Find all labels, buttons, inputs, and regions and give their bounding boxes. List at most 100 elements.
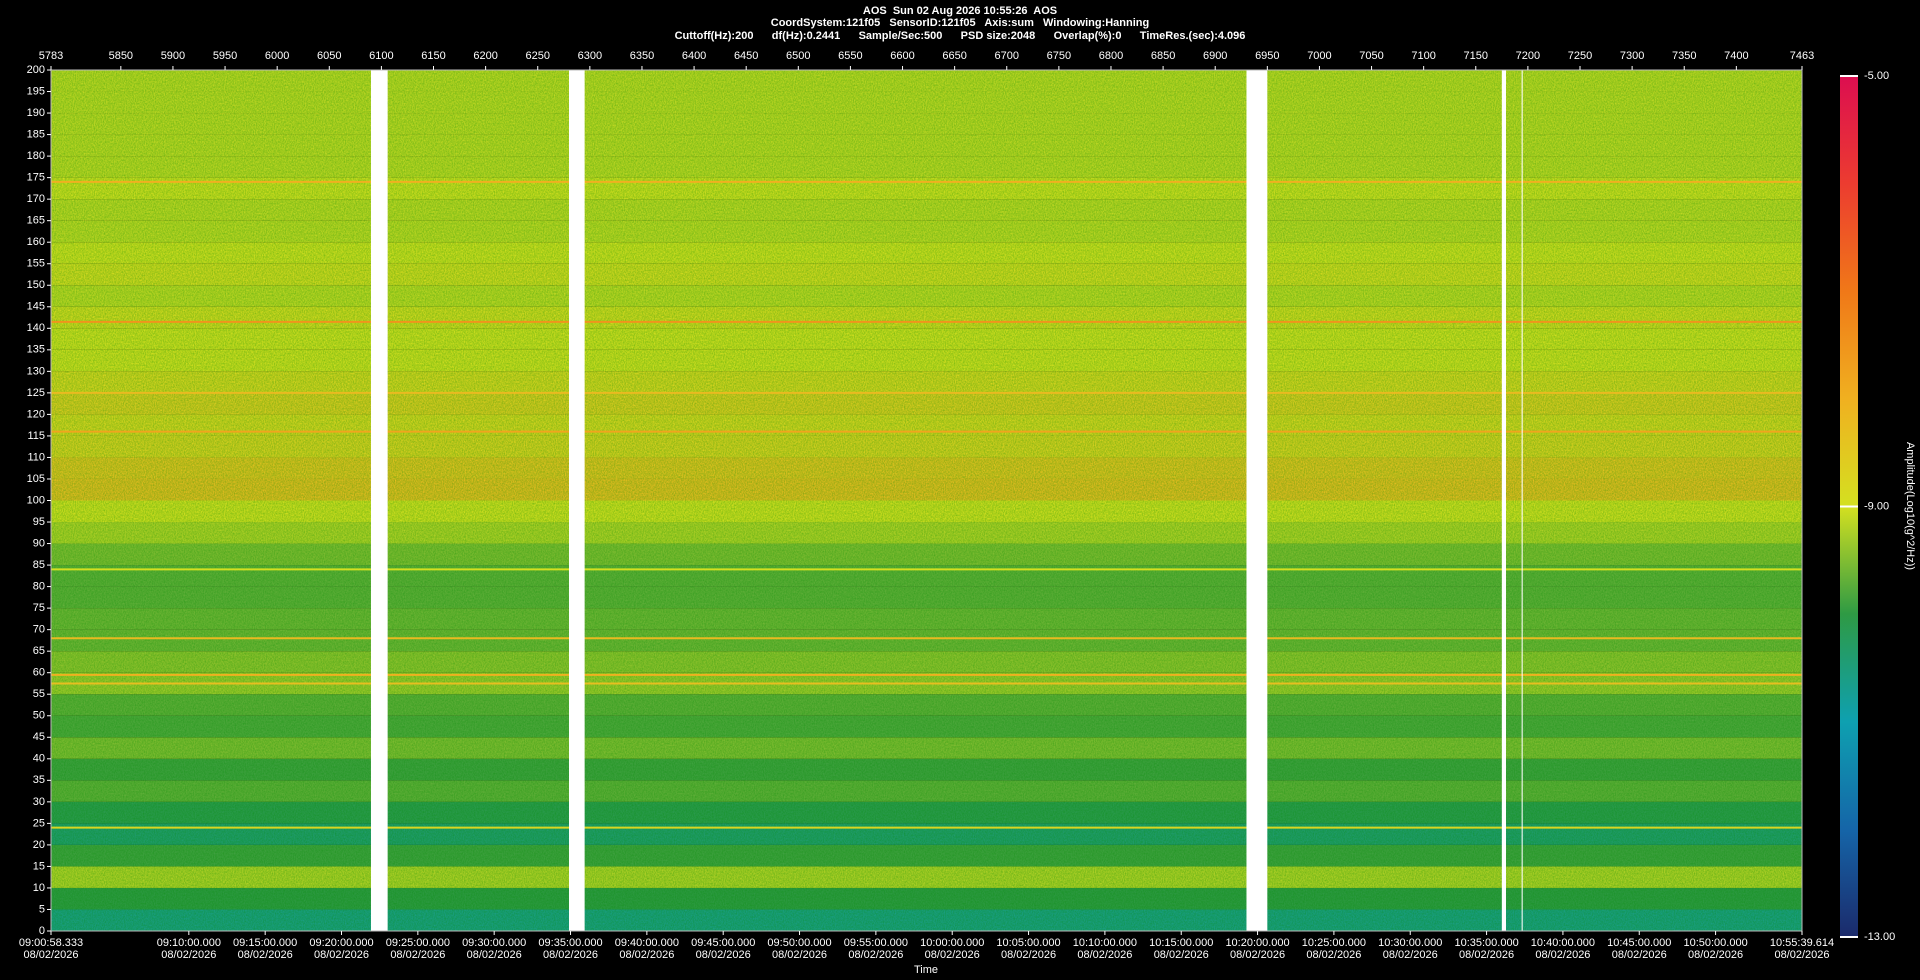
time-tick-label: 10:50:00.000 bbox=[1683, 937, 1747, 949]
time-tick-date: 08/02/2026 bbox=[1612, 949, 1667, 961]
heatmap bbox=[51, 70, 1802, 931]
time-tick-label: 09:50:00.000 bbox=[767, 937, 831, 949]
x-tick-label: 6300 bbox=[578, 50, 602, 62]
time-tick-label: 10:20:00.000 bbox=[1225, 937, 1289, 949]
y-tick-label: 190 bbox=[27, 107, 45, 119]
x-tick-label: 6150 bbox=[421, 50, 445, 62]
time-tick-date: 08/02/2026 bbox=[467, 949, 522, 961]
time-tick-date: 08/02/2026 bbox=[619, 949, 674, 961]
y-tick-label: 180 bbox=[27, 150, 45, 162]
time-tick-date: 08/02/2026 bbox=[1688, 949, 1743, 961]
x-tick-label: 6050 bbox=[317, 50, 341, 62]
x-tick-label: 7050 bbox=[1359, 50, 1383, 62]
y-tick-label: 140 bbox=[27, 322, 45, 334]
x-tick-label: 5783 bbox=[39, 50, 63, 62]
data-gap bbox=[1501, 70, 1506, 931]
x-tick-label: 6750 bbox=[1047, 50, 1071, 62]
colorbar-label: Amplitude(Log10(g^2/Hz)) bbox=[1904, 442, 1916, 570]
y-tick-label: 60 bbox=[33, 667, 45, 679]
time-tick-date: 08/02/2026 bbox=[543, 949, 598, 961]
time-tick-label: 09:25:00.000 bbox=[386, 937, 450, 949]
y-tick-label: 105 bbox=[27, 473, 45, 485]
data-gap bbox=[569, 70, 585, 931]
time-tick-date: 08/02/2026 bbox=[1383, 949, 1438, 961]
y-tick-label: 110 bbox=[27, 451, 45, 463]
x-tick-label: 7000 bbox=[1307, 50, 1331, 62]
time-tick-label: 10:10:00.000 bbox=[1073, 937, 1137, 949]
y-tick-label: 160 bbox=[27, 236, 45, 248]
x-tick-label: 5850 bbox=[109, 50, 133, 62]
y-tick-label: 20 bbox=[33, 839, 45, 851]
y-tick-label: 175 bbox=[27, 172, 45, 184]
data-gap bbox=[370, 70, 388, 931]
x-tick-label: 6650 bbox=[942, 50, 966, 62]
time-tick-label: 10:45:00.000 bbox=[1607, 937, 1671, 949]
y-tick-label: 145 bbox=[27, 301, 45, 313]
y-tick-label: 115 bbox=[27, 430, 45, 442]
x-tick-label: 7100 bbox=[1411, 50, 1435, 62]
time-tick-date: 08/02/2026 bbox=[1459, 949, 1514, 961]
time-tick-date: 08/02/2026 bbox=[772, 949, 827, 961]
colorbar-tick-label: -13.00 bbox=[1864, 931, 1895, 943]
x-tick-label: 6200 bbox=[473, 50, 497, 62]
y-tick-label: 0 bbox=[39, 925, 45, 937]
x-tick-label: 6000 bbox=[265, 50, 289, 62]
y-tick-label: 155 bbox=[27, 258, 45, 270]
y-tick-label: 40 bbox=[33, 753, 45, 765]
x-tick-label: 6950 bbox=[1255, 50, 1279, 62]
time-tick-date: 08/02/2026 bbox=[314, 949, 369, 961]
time-tick-date: 08/02/2026 bbox=[238, 949, 293, 961]
time-tick-date: 08/02/2026 bbox=[23, 949, 78, 961]
x-tick-label: 6100 bbox=[369, 50, 393, 62]
time-tick-label: 09:10:00.000 bbox=[157, 937, 221, 949]
x-tick-label: 7350 bbox=[1672, 50, 1696, 62]
y-tick-label: 120 bbox=[27, 408, 45, 420]
y-tick-label: 25 bbox=[33, 817, 45, 829]
x-tick-label: 7300 bbox=[1620, 50, 1644, 62]
y-tick-label: 170 bbox=[27, 193, 45, 205]
time-tick-label: 09:40:00.000 bbox=[615, 937, 679, 949]
time-tick-label: 10:30:00.000 bbox=[1378, 937, 1442, 949]
chart-subtitle: CoordSystem:121f05 SensorID:121f05 Axis:… bbox=[771, 17, 1149, 29]
x-tick-label: 5950 bbox=[213, 50, 237, 62]
data-gap bbox=[1521, 70, 1523, 931]
chart-title: AOS Sun 02 Aug 2026 10:55:26 AOS bbox=[863, 5, 1057, 17]
x-tick-label: 7200 bbox=[1516, 50, 1540, 62]
time-tick-label: 10:15:00.000 bbox=[1149, 937, 1213, 949]
y-tick-label: 195 bbox=[27, 85, 45, 97]
time-tick-date: 08/02/2026 bbox=[1535, 949, 1590, 961]
y-tick-label: 55 bbox=[33, 688, 45, 700]
y-tick-label: 15 bbox=[33, 860, 45, 872]
x-tick-label: 6900 bbox=[1203, 50, 1227, 62]
time-tick-label: 09:15:00.000 bbox=[233, 937, 297, 949]
y-tick-label: 125 bbox=[27, 387, 45, 399]
time-tick-label: 10:35:00.000 bbox=[1454, 937, 1518, 949]
x-tick-label: 5900 bbox=[161, 50, 185, 62]
time-tick-label: 10:25:00.000 bbox=[1302, 937, 1366, 949]
y-tick-label: 150 bbox=[27, 279, 45, 291]
x-tick-label: 6400 bbox=[682, 50, 706, 62]
y-tick-label: 200 bbox=[27, 64, 45, 76]
time-tick-label: 09:30:00.000 bbox=[462, 937, 526, 949]
time-tick-date: 08/02/2026 bbox=[1154, 949, 1209, 961]
y-tick-label: 30 bbox=[33, 796, 45, 808]
y-tick-label: 35 bbox=[33, 774, 45, 786]
y-tick-label: 10 bbox=[33, 882, 45, 894]
y-tick-label: 130 bbox=[27, 365, 45, 377]
time-tick-date: 08/02/2026 bbox=[1774, 949, 1829, 961]
x-tick-label: 7150 bbox=[1464, 50, 1488, 62]
time-tick-date: 08/02/2026 bbox=[925, 949, 980, 961]
x-tick-label: 6850 bbox=[1151, 50, 1175, 62]
y-tick-label: 165 bbox=[27, 215, 45, 227]
time-tick-date: 08/02/2026 bbox=[1001, 949, 1056, 961]
time-tick-label: 09:35:00.000 bbox=[538, 937, 602, 949]
colorbar-tick-label: -5.00 bbox=[1864, 70, 1889, 82]
time-tick-label: 10:55:39.614 bbox=[1770, 937, 1834, 949]
x-tick-label: 6350 bbox=[630, 50, 654, 62]
y-tick-label: 70 bbox=[33, 624, 45, 636]
time-tick-label: 09:00:58.333 bbox=[19, 937, 83, 949]
y-tick-label: 65 bbox=[33, 645, 45, 657]
time-tick-date: 08/02/2026 bbox=[390, 949, 445, 961]
chart-info: Cuttoff(Hz):200 df(Hz):0.2441 Sample/Sec… bbox=[675, 30, 1246, 42]
